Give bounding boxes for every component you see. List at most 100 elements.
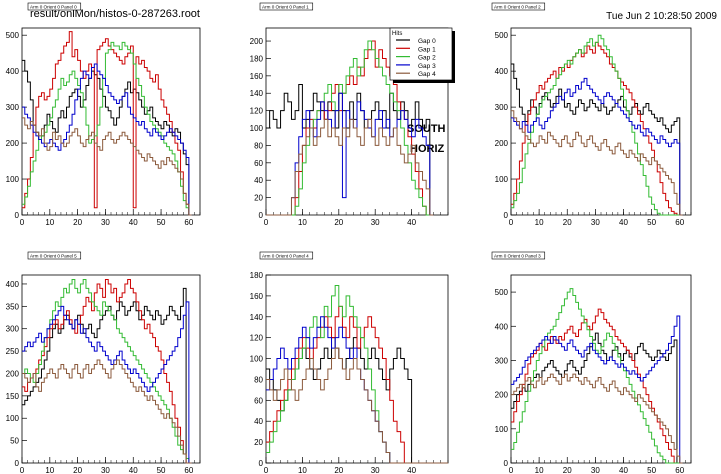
x-tick-label: 40 (407, 466, 416, 474)
y-tick-label: 180 (250, 54, 264, 63)
y-tick-label: 100 (6, 414, 20, 423)
panel-title: Arm 0 Orient 0 Panel 4 (262, 254, 309, 259)
series-line-gap4 (266, 347, 448, 464)
y-tick-label: 300 (495, 356, 509, 365)
y-tick-label: 0 (15, 211, 20, 220)
x-tick-label: 20 (563, 218, 572, 227)
y-tick-label: 100 (495, 425, 509, 434)
x-tick-label: 10 (298, 218, 307, 227)
x-tick-label: 20 (73, 466, 82, 474)
legend-entry: Gap 1 (418, 46, 436, 53)
panel-title-box: Arm 0 Orient 0 Panel 4 (259, 251, 314, 260)
x-tick-label: 10 (535, 218, 544, 227)
x-tick-label: 60 (675, 466, 684, 474)
y-tick-label: 120 (250, 107, 264, 116)
y-tick-label: 100 (495, 175, 509, 184)
panel-title-frame (27, 251, 82, 260)
filename-label: result/onlMon/histos-0-287263.root (30, 8, 200, 20)
y-tick-label: 200 (250, 37, 264, 46)
y-tick-label: 40 (254, 417, 263, 426)
y-tick-label: 200 (6, 139, 20, 148)
y-tick-label: 500 (6, 31, 20, 40)
y-tick-label: 300 (495, 103, 509, 112)
plot-frame (265, 27, 449, 216)
legend-entry: Gap 4 (418, 71, 436, 78)
y-tick-label: 350 (6, 302, 20, 311)
series-line-gap1 (266, 305, 448, 464)
annotation-south: SOUTH (407, 123, 446, 135)
x-tick-label: 60 (675, 218, 684, 227)
y-tick-label: 400 (495, 322, 509, 331)
panel-title-frame (27, 2, 82, 11)
y-tick-label: 300 (6, 103, 20, 112)
series-line-gap2 (22, 278, 192, 464)
panel-title-box: Arm 0 Orient 0 Panel 1 (259, 2, 314, 11)
x-tick-label: 0 (20, 218, 25, 227)
y-tick-label: 200 (495, 139, 509, 148)
x-tick-label: 0 (509, 466, 514, 474)
series-line-gap2 (266, 40, 434, 216)
series-line-gap0 (22, 59, 192, 216)
x-tick-label: 10 (535, 466, 544, 474)
x-tick-label: 40 (129, 466, 138, 474)
plot-frame (21, 27, 201, 216)
x-tick-label: 30 (101, 218, 110, 227)
y-tick-label: 500 (495, 31, 509, 40)
series-line-gap3 (22, 301, 192, 464)
y-tick-label: 250 (6, 347, 20, 356)
y-tick-label: 500 (495, 288, 509, 297)
x-tick-label: 10 (298, 466, 307, 474)
series-line-gap0 (511, 63, 683, 216)
y-tick-label: 100 (250, 355, 264, 364)
x-tick-label: 20 (334, 218, 343, 227)
x-tick-label: 40 (407, 218, 416, 227)
series-line-gap1 (22, 31, 192, 216)
x-tick-label: 60 (184, 466, 193, 474)
series-line-gap2 (22, 41, 192, 216)
series-line-gap4 (22, 117, 192, 216)
y-tick-label: 0 (259, 459, 264, 468)
y-tick-label: 0 (15, 459, 20, 468)
y-tick-label: 300 (6, 325, 20, 334)
y-tick-label: 140 (250, 313, 264, 322)
panel-title-frame (259, 2, 314, 11)
x-tick-label: 30 (101, 466, 110, 474)
y-tick-label: 80 (254, 141, 263, 150)
panel-title-frame (491, 251, 546, 260)
legend-box (389, 27, 453, 81)
x-tick-label: 20 (563, 466, 572, 474)
y-tick-label: 40 (254, 176, 263, 185)
series-line-gap4 (266, 118, 434, 216)
legend-entry: Gap 3 (418, 63, 436, 70)
timestamp-label: Tue Jun 2 10:28:50 2009 (606, 11, 717, 22)
x-tick-label: 30 (371, 466, 380, 474)
x-tick-label: 40 (129, 218, 138, 227)
histogram-panel: Arm 0 Orient 0 Panel 5050100150200250300… (6, 251, 201, 474)
series-line-gap4 (511, 373, 683, 464)
legend-title: Hits (392, 31, 402, 37)
x-tick-label: 0 (20, 466, 25, 474)
panel-title: Arm 0 Orient 0 Panel 3 (494, 254, 541, 259)
y-tick-label: 160 (250, 72, 264, 81)
series-line-gap1 (22, 278, 192, 464)
panel-title: Arm 0 Orient 0 Panel 0 (30, 5, 77, 10)
x-tick-label: 0 (264, 218, 269, 227)
y-tick-label: 100 (250, 124, 264, 133)
y-tick-label: 100 (6, 175, 20, 184)
x-tick-label: 10 (45, 218, 54, 227)
x-tick-label: 20 (73, 218, 82, 227)
series-line-gap3 (511, 315, 683, 464)
panel-title-frame (491, 2, 546, 11)
x-tick-label: 10 (45, 466, 54, 474)
x-tick-label: 30 (591, 466, 600, 474)
annotation-horiz: HORIZ (410, 143, 445, 155)
x-tick-label: 40 (619, 218, 628, 227)
y-tick-label: 80 (254, 375, 263, 384)
y-tick-label: 20 (254, 438, 263, 447)
y-tick-label: 50 (10, 437, 19, 446)
series-line-gap4 (22, 359, 192, 464)
panel-title-box: Arm 0 Orient 0 Panel 2 (491, 2, 546, 11)
y-tick-label: 400 (6, 280, 20, 289)
x-tick-label: 30 (371, 218, 380, 227)
